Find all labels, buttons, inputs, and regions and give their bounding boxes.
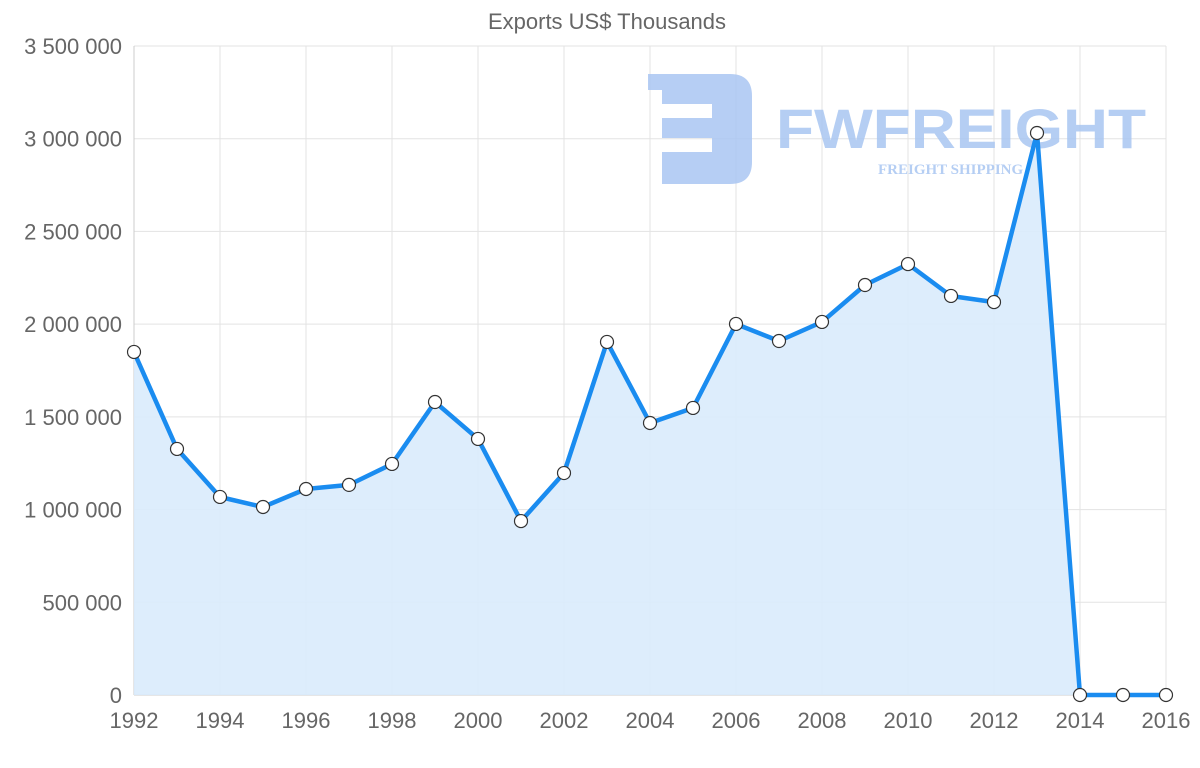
- logo-mark-icon: [648, 74, 752, 184]
- x-tick-label: 1994: [196, 708, 245, 733]
- data-point[interactable]: [126, 344, 142, 360]
- x-tick-label: 2016: [1142, 708, 1191, 733]
- data-point[interactable]: [642, 415, 658, 431]
- data-point[interactable]: [900, 256, 916, 272]
- data-point[interactable]: [1072, 687, 1088, 703]
- y-axis-ticks: 0 500 000 1 000 000 1 500 000 2 000 000 2 500…: [24, 34, 122, 708]
- x-tick-label: 2002: [540, 708, 589, 733]
- x-tick-label: 2008: [798, 708, 847, 733]
- data-point[interactable]: [1158, 687, 1174, 703]
- data-point[interactable]: [556, 465, 572, 481]
- data-point[interactable]: [728, 316, 744, 332]
- y-tick-label: 3 000 000: [24, 127, 122, 152]
- data-point[interactable]: [513, 513, 529, 529]
- x-tick-label: 2004: [626, 708, 675, 733]
- data-point[interactable]: [169, 441, 185, 457]
- y-tick-label: 3 500 000: [24, 34, 122, 59]
- watermark-brand: FWFREIGHT: [776, 97, 1146, 160]
- chart-title: Exports US$ Thousands: [488, 9, 726, 34]
- data-point[interactable]: [427, 394, 443, 410]
- data-point[interactable]: [255, 499, 271, 515]
- y-tick-label: 0: [110, 683, 122, 708]
- x-tick-label: 1992: [110, 708, 159, 733]
- data-point[interactable]: [212, 489, 228, 505]
- data-point[interactable]: [943, 288, 959, 304]
- x-tick-label: 2010: [884, 708, 933, 733]
- data-point[interactable]: [599, 334, 615, 350]
- data-point[interactable]: [814, 314, 830, 330]
- x-axis-ticks: 1992 1994 1996 1998 2000 2002 2004 2006 2008 2010…: [110, 708, 1191, 733]
- data-point[interactable]: [1029, 125, 1045, 141]
- x-tick-label: 1998: [368, 708, 417, 733]
- area-fill: [134, 133, 1166, 695]
- y-tick-label: 500 000: [42, 590, 122, 615]
- data-point[interactable]: [1115, 687, 1131, 703]
- data-point[interactable]: [771, 333, 787, 349]
- data-point[interactable]: [470, 431, 486, 447]
- x-tick-label: 2000: [454, 708, 503, 733]
- x-tick-label: 1996: [282, 708, 331, 733]
- data-points: [126, 125, 1174, 703]
- data-point[interactable]: [298, 481, 314, 497]
- y-tick-label: 2 000 000: [24, 312, 122, 337]
- x-tick-label: 2006: [712, 708, 761, 733]
- watermark-logo: FWFREIGHT FREIGHT SHIPPING: [648, 74, 1146, 184]
- y-tick-label: 1 000 000: [24, 498, 122, 523]
- data-point[interactable]: [986, 294, 1002, 310]
- data-point[interactable]: [341, 477, 357, 493]
- y-tick-label: 2 500 000: [24, 219, 122, 244]
- data-point[interactable]: [857, 277, 873, 293]
- data-point[interactable]: [384, 456, 400, 472]
- x-tick-label: 2012: [970, 708, 1019, 733]
- data-point[interactable]: [685, 400, 701, 416]
- watermark-tagline: FREIGHT SHIPPING: [878, 162, 1023, 178]
- x-tick-label: 2014: [1056, 708, 1105, 733]
- y-tick-label: 1 500 000: [24, 405, 122, 430]
